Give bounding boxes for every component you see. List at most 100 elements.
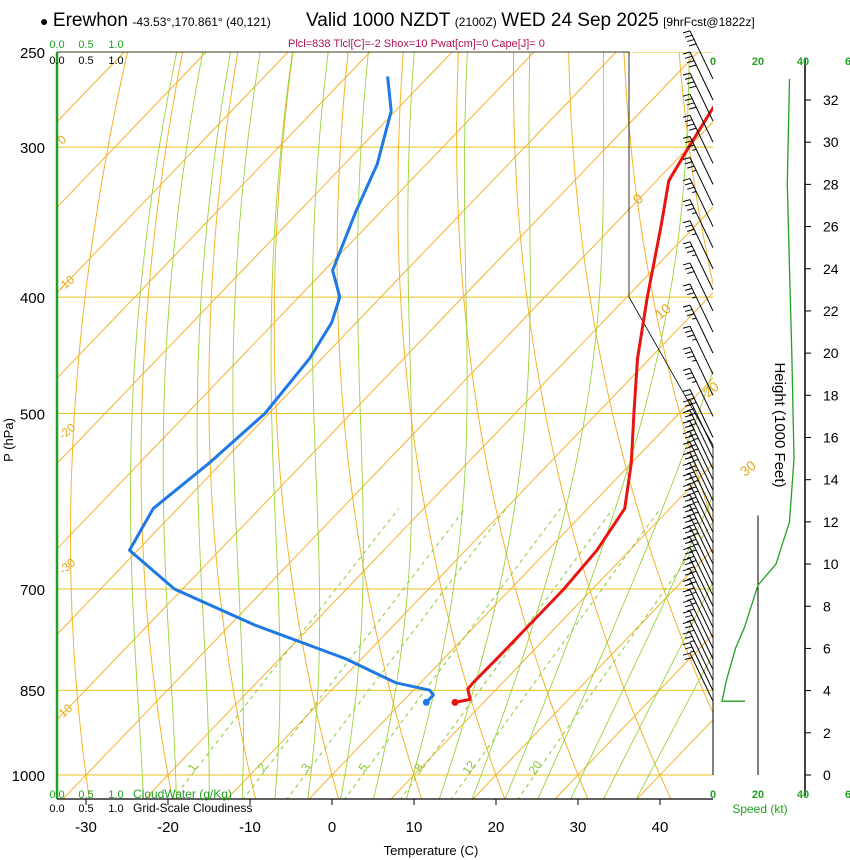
- wind-barb: [682, 410, 714, 459]
- mixing-ratio-line: [242, 508, 466, 799]
- height-tick-label: 26: [823, 219, 839, 235]
- dry-adiabat-line: [456, 52, 589, 799]
- mixing-ratio-label: 1: [185, 760, 200, 774]
- cloudwater-label: CloudWater (g/Kg): [133, 787, 232, 801]
- height-tick-label: 0: [823, 767, 831, 783]
- cloudiness-tick-bottom: 1.0: [108, 803, 123, 815]
- moist-adiabat-line: [570, 494, 713, 799]
- isotherm-label: -30: [56, 555, 79, 577]
- dry-adiabat-line: [336, 52, 423, 799]
- valid-label: Valid 1000 NZDT: [306, 10, 451, 31]
- chart-header: ● Erewhon -43.53°,170.861° (40,121): [40, 10, 271, 32]
- wind-barb: [682, 431, 714, 480]
- pressure-tick-label: 250: [20, 45, 45, 62]
- wind-barb: [682, 178, 714, 227]
- height-tick-label: 32: [823, 92, 839, 108]
- mixing-ratio-line: [172, 508, 400, 799]
- dry-adiabat-line: [787, 31, 850, 801]
- speed-tick-bottom: 6: [845, 789, 850, 801]
- wind-barb: [682, 51, 714, 101]
- wind-barb: [682, 610, 714, 660]
- date-label: WED 24 Sep 2025: [501, 10, 659, 31]
- isotherm-line: [57, 52, 371, 379]
- temp-tick-label: 0: [328, 819, 336, 836]
- cloudiness-tick-bottom: 0.5: [78, 803, 93, 815]
- moist-adiabat-line: [340, 52, 369, 799]
- height-tick-label: 30: [823, 134, 839, 150]
- mixing-ratio-label: 12: [459, 758, 478, 777]
- mixing-ratio-label: 20: [526, 758, 545, 777]
- wind-barb: [682, 557, 714, 607]
- speed-tick-top: 0: [710, 56, 716, 68]
- moist-adiabat-line: [635, 652, 713, 799]
- isotherm-line: [308, 377, 713, 799]
- y-axis-label: P (hPa): [1, 418, 16, 462]
- cloudwater-tick-top: 0.5: [78, 39, 93, 51]
- moist-adiabat-line: [130, 52, 178, 799]
- cloudwater-tick-top: 1.0: [108, 39, 123, 51]
- wind-barb: [682, 547, 714, 596]
- cloudiness-tick-top: 0.5: [78, 55, 93, 67]
- temp-tick-label: -10: [239, 819, 261, 836]
- cloudwater-tick-bottom: 0.0: [49, 789, 64, 801]
- dry-adiabat-line: [208, 52, 257, 799]
- height-tick-label: 10: [823, 556, 839, 572]
- mixing-ratio-line: [517, 521, 713, 799]
- wind-barb: [682, 114, 714, 164]
- wind-barb: [682, 452, 714, 501]
- moist-adiabat-line: [270, 52, 293, 799]
- temp-tick-label: 30: [570, 819, 587, 836]
- height-tick-label: 4: [823, 683, 831, 699]
- isotherm-line: [472, 548, 713, 799]
- temp-tick-label: 20: [488, 819, 505, 836]
- dry-adiabat-line: [568, 52, 713, 715]
- moist-adiabat-line: [602, 581, 713, 799]
- isotherm-line: [57, 52, 535, 550]
- isotherm-label: 30: [737, 457, 759, 479]
- utc-label: (2100Z): [454, 15, 497, 29]
- isotherm-line: [57, 52, 699, 721]
- wind-barb: [682, 526, 714, 575]
- wind-barb: [682, 241, 714, 291]
- wind-barb: [682, 473, 714, 523]
- dry-adiabat-line: [140, 52, 184, 799]
- wind-barb: [682, 367, 714, 417]
- mixing-ratio-line: [286, 508, 507, 799]
- wind-barb: [682, 399, 714, 449]
- valid-time: Valid 1000 NZDT (2100Z) WED 24 Sep 2025 …: [306, 10, 755, 32]
- wind-barb: [682, 505, 714, 554]
- isotherm-line: [636, 719, 713, 799]
- isotherm-label: 0: [630, 190, 646, 207]
- moist-adiabat-line: [405, 52, 468, 799]
- moist-adiabat-line: [162, 52, 204, 799]
- speed-tick-top: 20: [752, 56, 764, 68]
- dewpoint-surface-dot: [422, 698, 430, 706]
- wind-barb: [682, 199, 714, 248]
- height-axis-label: Height (1000 Feet): [771, 362, 788, 487]
- pressure-tick-label: 400: [20, 290, 45, 307]
- wind-barb: [682, 304, 714, 354]
- wind-barb: [682, 441, 714, 491]
- isotherm-label: 20: [700, 378, 722, 400]
- wind-barb: [682, 346, 714, 396]
- moist-adiabat-line: [232, 52, 261, 799]
- cloudiness-tick-top: 1.0: [108, 55, 123, 67]
- height-tick-label: 12: [823, 514, 839, 530]
- height-tick-label: 18: [823, 387, 839, 403]
- speed-tick-top: 6: [845, 56, 850, 68]
- mixing-ratio-line: [344, 508, 561, 799]
- isotherm-line: [554, 633, 713, 799]
- temperature-surface-dot: [451, 698, 459, 706]
- wind-barb: [682, 325, 714, 375]
- isotherm-label: -20: [56, 420, 79, 442]
- moist-adiabat-line: [373, 52, 415, 799]
- wind-barb: [682, 642, 714, 691]
- isotherm-label: 10: [652, 300, 674, 322]
- isotherm-line: [144, 206, 713, 799]
- wind-barb: [682, 515, 714, 565]
- speed-tick-bottom: 0: [710, 789, 716, 801]
- dry-adiabat-line: [512, 52, 672, 799]
- isotherm-line: [62, 121, 713, 799]
- wind-barb: [682, 631, 714, 681]
- speed-profile: [721, 78, 795, 702]
